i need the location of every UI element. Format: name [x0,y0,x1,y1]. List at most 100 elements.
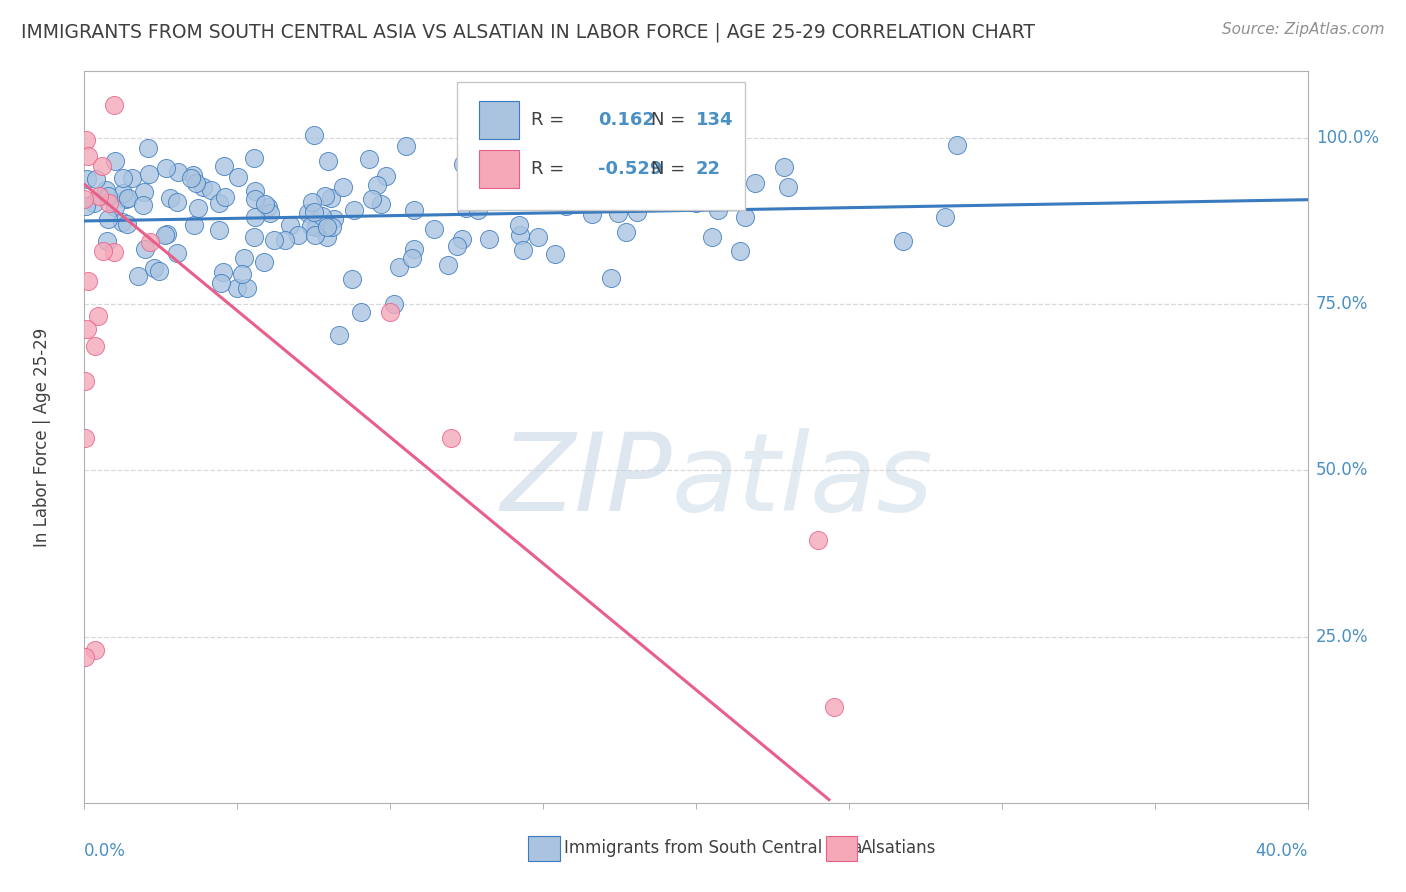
Point [111,215,134,229]
Point [945,138,967,153]
Text: IMMIGRANTS FROM SOUTH CENTRAL ASIA VS ALSATIAN IN LABOR FORCE | AGE 25-29 CORREL: IMMIGRANTS FROM SOUTH CENTRAL ASIA VS AL… [21,22,1035,42]
Point [685,195,707,210]
Point [316,219,339,234]
Point [544,247,567,261]
Text: atlas: atlas [672,428,934,533]
Point [193,179,215,194]
Point [212,160,235,174]
Point [166,194,188,209]
Text: Alsatians: Alsatians [860,839,936,857]
Point [87,189,110,203]
Point [184,176,207,190]
Point [90,159,112,173]
Point [134,242,156,256]
Text: 75.0%: 75.0% [1316,295,1368,313]
Point [115,217,138,231]
Text: 22: 22 [696,160,721,178]
FancyBboxPatch shape [479,150,519,187]
Point [104,154,127,169]
Point [153,228,176,243]
FancyBboxPatch shape [457,82,745,211]
Point [620,182,643,196]
Point [321,191,343,205]
Point [702,230,724,244]
Point [316,153,339,168]
Point [730,244,752,259]
Point [451,232,474,246]
Point [94,183,117,197]
Point [543,181,565,195]
Point [148,264,170,278]
Point [167,165,190,179]
Point [200,182,222,196]
Point [893,234,915,248]
Text: 0.162: 0.162 [598,112,655,129]
Point [180,170,202,185]
Point [121,171,143,186]
Point [84,339,107,353]
Point [278,218,301,232]
Point [97,195,120,210]
Point [103,97,125,112]
Point [807,533,830,547]
Point [73,374,96,388]
Point [73,192,96,206]
Point [87,309,110,323]
Point [512,243,534,257]
Point [380,304,402,318]
Point [111,170,134,185]
Point [332,179,354,194]
Point [709,169,731,184]
Point [734,211,756,225]
Point [254,197,277,211]
Point [404,242,426,256]
Point [440,431,463,445]
Point [103,244,125,259]
Point [322,212,344,227]
Point [245,185,267,199]
Point [509,228,531,243]
Text: 25.0%: 25.0% [1316,628,1368,646]
Point [112,186,135,200]
Point [76,172,98,186]
Text: ZIP: ZIP [501,428,672,533]
Point [75,431,97,445]
Point [274,233,297,247]
Text: -0.529: -0.529 [598,160,662,178]
Point [77,274,100,288]
Point [127,269,149,284]
Point [305,219,328,234]
Point [706,202,728,217]
Point [370,197,392,211]
Point [297,205,319,219]
Point [132,198,155,212]
Text: Source: ZipAtlas.com: Source: ZipAtlas.com [1222,22,1385,37]
Point [311,209,333,223]
Point [350,305,373,319]
Point [214,190,236,204]
Point [599,271,621,285]
Point [778,180,800,194]
FancyBboxPatch shape [825,836,858,861]
Point [342,272,364,286]
Text: Immigrants from South Central Asia: Immigrants from South Central Asia [564,839,862,857]
Point [73,649,96,664]
Point [773,160,796,174]
Point [401,251,423,265]
FancyBboxPatch shape [529,836,560,861]
Point [454,202,477,216]
Point [395,139,418,153]
Point [652,152,675,166]
Point [446,239,468,253]
Text: N =: N = [651,112,685,129]
Point [304,204,326,219]
Point [437,258,460,272]
Point [423,222,446,236]
Point [467,179,489,194]
Point [360,193,382,207]
Point [242,151,264,165]
Point [245,192,267,206]
Point [226,169,249,184]
Point [321,220,343,235]
Point [136,141,159,155]
